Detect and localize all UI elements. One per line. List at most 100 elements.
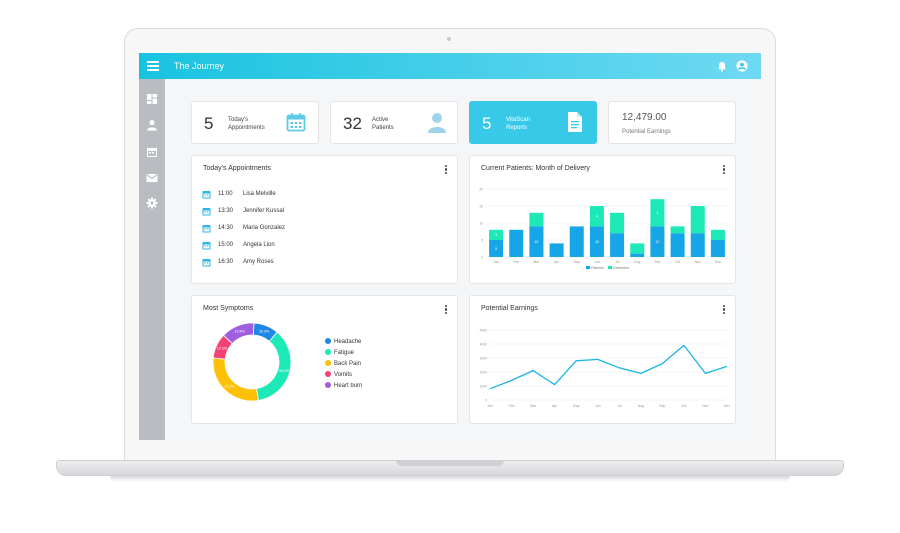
legend-item[interactable]: Headache <box>325 338 361 345</box>
stat-label-line2: Patients <box>372 125 394 131</box>
donut-slice[interactable] <box>222 322 255 345</box>
x-tick-label: May <box>573 404 580 408</box>
x-tick-label: Nov <box>702 404 708 408</box>
menu-icon[interactable] <box>147 61 159 71</box>
bar-segment-patients[interactable] <box>569 226 584 257</box>
bar-segment-patients[interactable] <box>650 226 665 257</box>
bar-segment-patients[interactable] <box>489 240 504 257</box>
x-tick-label: Apr <box>552 404 558 408</box>
bar-segment-deliveries[interactable] <box>589 206 604 227</box>
more-options-icon[interactable] <box>445 165 448 175</box>
calendar-icon <box>286 113 306 132</box>
bar-data-label: 10 <box>534 240 538 244</box>
legend-item[interactable]: Heart burn <box>325 382 362 389</box>
earnings-line[interactable] <box>489 344 728 390</box>
stat-label-line2: Reports <box>506 125 528 131</box>
stat-value: 5 <box>482 114 492 133</box>
bar-segment-deliveries[interactable] <box>630 243 645 254</box>
y-tick-label: 0 <box>481 256 483 260</box>
stat-card-vitascan-reports[interactable]: 5 VitaScan Reports <box>469 101 597 144</box>
bar-data-label: 3 <box>495 233 497 237</box>
x-tick-label: Feb <box>509 404 515 408</box>
panel-title: Potential Earnings <box>481 305 538 312</box>
bar-data-label: 10 <box>595 240 599 244</box>
x-tick-label: Apr <box>554 260 560 264</box>
bar-segment-deliveries[interactable] <box>489 229 504 240</box>
legend-swatch <box>325 382 331 388</box>
appointment-patient-name: Amy Roses <box>243 259 274 265</box>
bar-segment-patients[interactable] <box>670 233 685 257</box>
bar-segment-patients[interactable] <box>589 226 604 257</box>
bar-segment-deliveries[interactable] <box>650 199 665 227</box>
bar-segment-patients[interactable] <box>549 243 564 257</box>
more-options-icon[interactable] <box>445 305 448 315</box>
more-options-icon[interactable] <box>723 305 726 315</box>
legend-item[interactable]: Fatigue <box>325 349 354 356</box>
legend-swatch <box>586 266 590 269</box>
donut-slice[interactable] <box>256 331 292 401</box>
stat-value: 12,479.00 <box>622 112 667 123</box>
bar-segment-deliveries[interactable] <box>710 229 725 240</box>
settings-gear-icon[interactable] <box>146 197 158 209</box>
slice-value-label: 10.3% <box>217 347 228 351</box>
calendar-icon <box>202 242 211 250</box>
bar-segment-patients[interactable] <box>509 229 524 257</box>
x-tick-label: Dec <box>724 404 730 408</box>
bar-segment-patients[interactable] <box>690 233 705 257</box>
line-chart: 0 1000 2000 3000 4000 5000 Jan Feb Mar Apr May Jun J… <box>480 328 731 408</box>
patient-icon <box>428 113 446 133</box>
stat-label: VitaScan Reports <box>506 116 530 132</box>
donut-slice[interactable] <box>212 357 259 402</box>
appointment-time: 11:00 <box>218 191 233 197</box>
bell-icon[interactable] <box>717 61 727 72</box>
legend-label: Headache <box>334 339 362 345</box>
legend-item[interactable]: Vomits <box>325 371 352 378</box>
stat-card-active-patients[interactable]: 32 Active Patients <box>330 101 458 144</box>
bar-segment-patients[interactable] <box>710 240 725 257</box>
slice-value-label: 10.3% <box>259 330 270 334</box>
x-tick-label: Jul <box>617 404 622 408</box>
bar-segment-patients[interactable] <box>630 253 645 257</box>
bar-segment-deliveries[interactable] <box>670 226 685 234</box>
account-icon[interactable] <box>736 60 748 72</box>
bar-segment-deliveries[interactable] <box>529 212 544 227</box>
mail-icon[interactable] <box>146 172 158 184</box>
legend-swatch <box>325 349 331 355</box>
y-tick-label: 15 <box>479 205 483 209</box>
legend-swatch <box>325 338 331 344</box>
calendar-icon[interactable] <box>146 146 158 158</box>
x-tick-label: Jan <box>487 404 493 408</box>
sidebar <box>139 79 165 440</box>
x-tick-label: Sep <box>659 404 665 408</box>
appointment-time: 14:30 <box>218 225 234 231</box>
legend-item[interactable]: Back Pain <box>325 360 361 367</box>
x-tick-label: Nov <box>695 260 701 264</box>
x-tick-label: Jun <box>595 404 601 408</box>
panel-title: Most Symptoms <box>203 305 254 312</box>
stat-value: 5 <box>204 114 214 133</box>
app-title: The Journey <box>174 61 225 71</box>
slice-value-label: 29.3% <box>224 384 235 388</box>
legend-label: Back Pain <box>334 361 362 367</box>
appointments-panel: Today's Appointments 11:00 Lisa Melville 1… <box>191 155 458 284</box>
bar-segment-patients[interactable] <box>610 233 625 257</box>
x-tick-label: Jan <box>493 260 499 264</box>
y-tick-label: 20 <box>479 188 483 192</box>
app-screen: The Journey <box>139 53 761 440</box>
stat-card-appointments[interactable]: 5 Today's Appointments <box>191 101 319 144</box>
bar-segment-deliveries[interactable] <box>610 212 625 234</box>
panel-title: Current Patients: Month of Delivery <box>481 165 590 172</box>
legend-label: Heart burn <box>334 383 363 389</box>
y-tick-label: 3000 <box>480 356 488 360</box>
bar-segment-patients[interactable] <box>529 226 544 257</box>
more-options-icon[interactable] <box>723 165 726 175</box>
bar-segment-deliveries[interactable] <box>690 206 705 234</box>
legend-label: Deliveries <box>613 266 629 270</box>
person-icon[interactable] <box>146 119 158 131</box>
y-tick-label: 5000 <box>480 328 488 332</box>
x-tick-label: Dec <box>715 260 721 264</box>
dashboard-icon[interactable] <box>146 93 158 105</box>
stat-card-potential-earnings[interactable]: 12,479.00 Potential Earnings <box>608 101 736 144</box>
x-tick-label: May <box>573 260 580 264</box>
stat-label-line1: Today's <box>228 117 249 123</box>
